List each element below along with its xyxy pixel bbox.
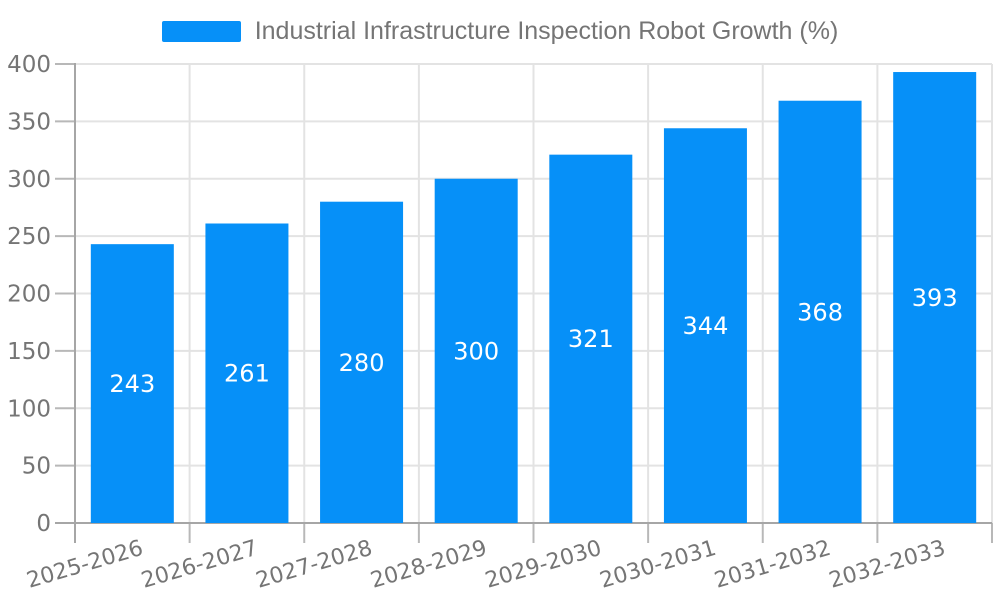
y-tick-label: 150 [7,339,51,365]
x-tick-label: 2029-2030 [482,536,604,594]
bar-value-label: 280 [339,349,385,377]
y-tick-label: 200 [7,282,51,308]
x-tick-label: 2030-2031 [597,536,719,594]
bar-value-label: 321 [568,325,614,353]
x-tick-label: 2026-2027 [139,536,261,594]
bar-value-label: 243 [109,370,155,398]
legend-label: Industrial Infrastructure Inspection Rob… [254,17,839,45]
x-tick-label: 2025-2026 [24,536,146,594]
y-tick-label: 100 [7,396,51,422]
bar[interactable] [205,223,289,523]
bar[interactable] [90,244,174,523]
y-tick-label: 400 [7,52,51,78]
y-tick-label: 0 [36,511,51,537]
bar-value-label: 393 [912,284,958,312]
legend-swatch[interactable] [161,21,241,42]
y-tick-label: 350 [7,109,51,135]
bar[interactable] [893,72,977,523]
x-tick-label: 2027-2028 [253,536,375,594]
x-tick-label: 2032-2033 [826,536,948,594]
bar-value-label: 344 [683,312,729,340]
bar-value-label: 261 [224,360,270,388]
bar[interactable] [549,154,633,523]
x-tick-label: 2028-2029 [368,536,490,594]
bar[interactable] [778,100,862,523]
chart-legend[interactable]: Industrial Infrastructure Inspection Rob… [0,17,1000,46]
bar[interactable] [663,128,747,523]
bar-value-label: 368 [797,298,843,326]
y-tick-label: 250 [7,224,51,250]
x-tick-label: 2031-2032 [712,536,834,594]
bar[interactable] [434,178,518,523]
bar-value-label: 300 [453,337,499,365]
y-tick-label: 300 [7,167,51,193]
bar[interactable] [320,201,404,523]
y-tick-label: 50 [22,454,51,480]
